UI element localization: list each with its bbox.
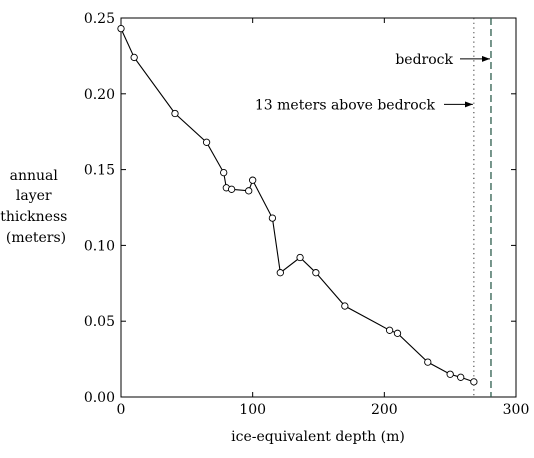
y-tick-label: 0.05	[84, 314, 115, 330]
y-axis-label-line: layer	[16, 188, 52, 204]
plot-frame	[120, 17, 517, 398]
y-tick-label: 0.15	[84, 163, 115, 179]
data-point	[245, 187, 253, 195]
data-point	[312, 269, 320, 277]
data-point	[220, 168, 228, 177]
x-axis-label: ice-equivalent depth (m)	[231, 429, 405, 445]
y-tick-label: 0.20	[84, 87, 115, 103]
series-line	[120, 28, 475, 383]
y-tick-label: 0.00	[84, 390, 115, 406]
data-point	[130, 53, 138, 62]
plot-area	[120, 17, 517, 398]
x-tick-label: 300	[503, 402, 530, 418]
data-point	[117, 24, 125, 33]
data-point	[296, 253, 304, 262]
x-tick-label: 200	[371, 402, 398, 418]
data-point	[446, 370, 454, 378]
data-point	[457, 373, 465, 381]
y-axis-label-line: thickness	[0, 209, 67, 225]
y-tick-label: 0.10	[84, 238, 115, 254]
x-tick-label: 100	[239, 402, 266, 418]
data-point	[171, 109, 179, 118]
annotation-label: bedrock	[395, 52, 453, 68]
data-point	[227, 185, 236, 193]
axes: 0 100 200 300 0.00 0.05 0.10 0.15 0.20 0.25	[84, 11, 530, 418]
data-point	[470, 378, 478, 386]
annotation-label: 13 meters above bedrock	[255, 97, 436, 113]
data-point	[385, 326, 394, 334]
data-point	[341, 302, 349, 310]
annotations: 13 meters above bedrock bedrock	[255, 18, 492, 397]
y-axis-label: annual layer thickness (meters)	[0, 168, 72, 246]
data-point	[276, 269, 284, 277]
data-point	[268, 214, 277, 222]
y-axis-label-line: annual	[10, 168, 59, 184]
data-point	[249, 176, 257, 184]
x-tick-label: 0	[117, 402, 126, 418]
y-axis-label-line: (meters)	[6, 230, 66, 246]
y-tick-label: 0.25	[84, 11, 115, 27]
data-point	[393, 329, 402, 337]
data-point	[202, 138, 211, 146]
series	[117, 24, 478, 386]
data-point	[424, 358, 432, 366]
